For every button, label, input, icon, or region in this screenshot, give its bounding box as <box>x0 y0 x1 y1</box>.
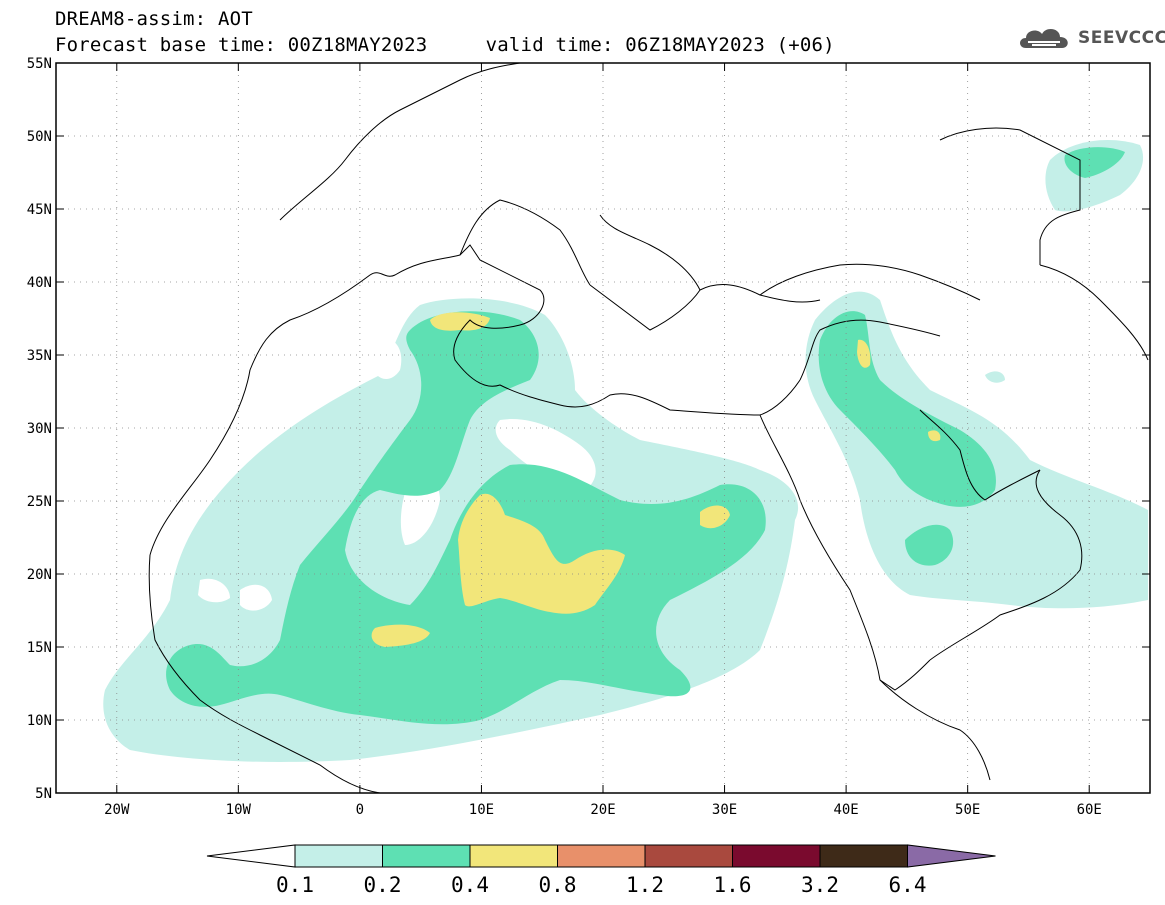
lat-tick-label: 25N <box>27 494 52 510</box>
colorbar-segment <box>732 844 821 868</box>
colorbar-segment <box>382 844 471 868</box>
map-title: DREAM8-assim: AOT <box>55 8 253 30</box>
colorbar-level-label: 1.6 <box>714 873 752 897</box>
lon-tick-label: 20W <box>104 802 130 818</box>
lon-tick-label: 50E <box>955 802 980 818</box>
time-info: Forecast base time: 00Z18MAY2023 valid t… <box>55 34 835 56</box>
colorbar-segment <box>819 844 908 868</box>
colorbar-level-label: 6.4 <box>889 873 927 897</box>
colorbar-segment <box>557 844 646 868</box>
seevccc-logo: SEEVCCC <box>1016 24 1165 52</box>
cloud-icon <box>1020 28 1068 48</box>
colorbar-segment <box>294 844 383 868</box>
lon-tick-label: 10W <box>226 802 252 818</box>
lon-tick-label: 30E <box>712 802 737 818</box>
lat-tick-label: 50N <box>27 129 52 145</box>
colorbar: 0.1 0.2 0.4 0.8 1.2 1.6 3.2 6.4 <box>206 844 996 897</box>
logo-text: SEEVCCC <box>1078 28 1165 48</box>
lon-tick-label: 40E <box>833 802 858 818</box>
axis-ticks: 20W 10W 0 10E 20E 30E 40E 50E 60E 5N 10N 15N 20N 25N 3… <box>27 56 1150 818</box>
coastlines-and-borders <box>148 63 1149 793</box>
lat-tick-label: 15N <box>27 640 52 656</box>
lat-tick-label: 35N <box>27 348 52 364</box>
colorbar-segment <box>469 844 558 868</box>
colorbar-segment <box>644 844 733 868</box>
colorbar-level-label: 0.2 <box>364 873 402 897</box>
lat-tick-label: 45N <box>27 202 52 218</box>
colorbar-level-label: 0.8 <box>539 873 577 897</box>
lat-tick-label: 55N <box>27 56 52 72</box>
lon-tick-label: 20E <box>590 802 615 818</box>
lat-tick-label: 20N <box>27 567 52 583</box>
colorbar-level-label: 0.1 <box>276 873 314 897</box>
colorbar-high-arrow <box>907 844 996 868</box>
colorbar-low-arrow <box>206 844 296 868</box>
colorbar-level-label: 1.2 <box>626 873 664 897</box>
lon-tick-label: 0 <box>356 802 364 818</box>
lat-tick-label: 5N <box>35 786 52 802</box>
colorbar-level-label: 0.4 <box>451 873 489 897</box>
lon-tick-label: 10E <box>469 802 494 818</box>
aot-0.4-0.8-area <box>371 312 941 647</box>
colorbar-level-label: 3.2 <box>801 873 839 897</box>
aot-field <box>103 140 1148 762</box>
lon-tick-label: 60E <box>1077 802 1102 818</box>
lat-tick-label: 10N <box>27 713 52 729</box>
lat-tick-label: 30N <box>27 421 52 437</box>
lat-tick-label: 40N <box>27 275 52 291</box>
